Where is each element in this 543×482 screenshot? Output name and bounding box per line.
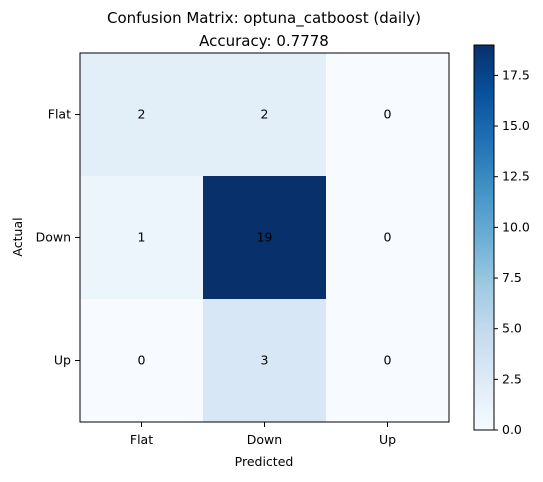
y-tick-label: Up — [54, 353, 71, 368]
x-axis-label: Predicted — [235, 454, 294, 469]
colorbar-tick-label: 7.5 — [502, 270, 522, 285]
y-axis-ticks: Flat Down Up — [36, 107, 80, 368]
colorbar-ticks: 0.0 2.5 5.0 7.5 10.0 12.5 15.0 17.5 — [494, 67, 530, 437]
colorbar-tick-label: 12.5 — [502, 169, 530, 184]
heatmap-cell — [203, 53, 326, 176]
heatmap-cell — [80, 53, 203, 176]
cell-value-label: 0 — [384, 230, 392, 245]
colorbar-frame — [473, 44, 495, 431]
colorbar-tick-label: 5.0 — [502, 321, 522, 336]
y-axis-label: Actual — [10, 217, 25, 256]
cell-value-label: 1 — [138, 230, 146, 245]
heatmap-cell — [80, 299, 203, 422]
heatmap-cell — [203, 299, 326, 422]
heatmap-cell — [326, 299, 449, 422]
x-axis-ticks: Flat Down Up — [130, 422, 396, 447]
colorbar-tick-label: 0.0 — [502, 422, 522, 437]
x-tick-label: Up — [379, 432, 396, 447]
cell-value-label: 3 — [261, 353, 269, 368]
y-tick-label: Down — [36, 230, 71, 245]
colorbar-tick-label: 15.0 — [502, 118, 530, 133]
cell-value-label: 19 — [257, 230, 273, 245]
chart-subtitle: Accuracy: 0.7778 — [199, 32, 329, 50]
x-tick-label: Flat — [130, 432, 153, 447]
cell-value-label: 0 — [138, 353, 146, 368]
cell-value-label: 2 — [261, 107, 269, 122]
colorbar — [474, 45, 494, 430]
heatmap-cells: 2 2 0 1 19 0 0 3 0 — [80, 53, 449, 422]
heatmap-cell — [326, 176, 449, 299]
chart-title: Confusion Matrix: optuna_catboost (daily… — [107, 9, 421, 28]
colorbar-tick-label: 10.0 — [502, 219, 530, 234]
cell-value-label: 0 — [384, 353, 392, 368]
heatmap-cell — [326, 53, 449, 176]
colorbar-tick-label: 2.5 — [502, 371, 522, 386]
colorbar-tick-label: 17.5 — [502, 67, 530, 82]
heatmap-cell — [203, 176, 326, 299]
y-tick-label: Flat — [48, 107, 71, 122]
x-tick-label: Down — [247, 432, 282, 447]
heatmap-cell — [80, 176, 203, 299]
cell-value-label: 0 — [384, 107, 392, 122]
cell-value-label: 2 — [138, 107, 146, 122]
